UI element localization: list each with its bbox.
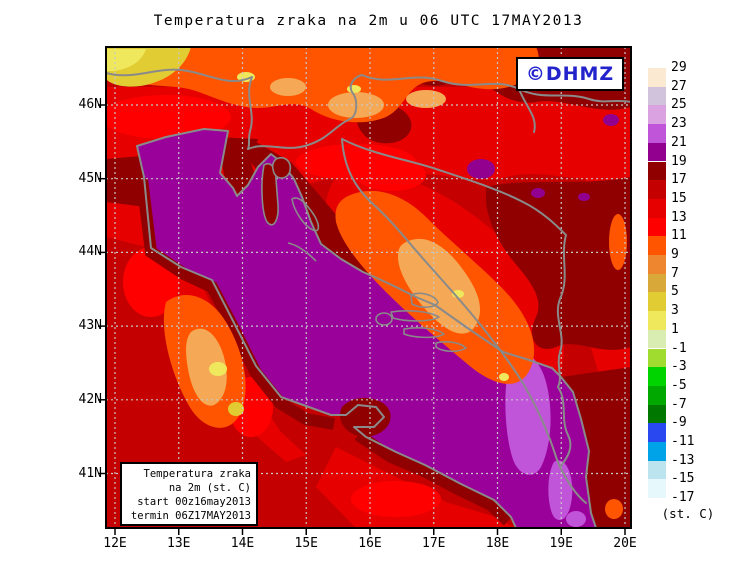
- legend-label-29: 29: [671, 60, 687, 75]
- lon-label-16E: 16E: [358, 536, 382, 551]
- legend-label-5: 5: [671, 284, 679, 300]
- info-line-3: start 00z16may2013: [137, 496, 251, 508]
- legend-swatch-23: [648, 124, 666, 143]
- legend-swatch--7: [648, 404, 666, 424]
- lon-label-20E: 20E: [613, 536, 637, 551]
- legend-label-3: 3: [671, 303, 679, 319]
- legend-swatch-15: [648, 198, 666, 218]
- lon-label-14E: 14E: [230, 536, 255, 551]
- lon-label-19E: 19E: [549, 536, 573, 551]
- lat-label-42N: 42N: [78, 391, 102, 407]
- temperature-map: [98, 46, 632, 535]
- legend-label--17: -17: [671, 490, 695, 506]
- legend-label-15: 15: [671, 190, 687, 206]
- legend-label--15: -15: [671, 471, 695, 487]
- legend-swatch-7: [648, 273, 666, 293]
- legend-label--1: -1: [671, 340, 687, 356]
- legend-label--9: -9: [671, 415, 687, 431]
- coastlines-and-borders: [106, 68, 631, 528]
- legend-label--7: -7: [671, 396, 687, 412]
- lat-label-41N: 41N: [78, 465, 102, 481]
- legend-swatch-21: [648, 142, 666, 162]
- info-line-2: na 2m (st. C): [168, 482, 251, 494]
- info-line-1: Temperatura zraka: [143, 468, 251, 480]
- legend-swatch--1: [648, 348, 666, 368]
- legend-swatch-27: [648, 86, 666, 106]
- color-legend: (st. C) 29 27 25 23 21 19 17 15 13 11 9 7 5 3 1 -1 -3 -5 -…: [648, 0, 740, 582]
- lon-label-18E: 18E: [485, 536, 510, 551]
- legend-label-27: 27: [671, 78, 687, 94]
- legend-label-13: 13: [671, 209, 687, 225]
- legend-label-23: 23: [671, 116, 687, 132]
- legend-swatch-11: [648, 236, 666, 255]
- lat-label-44N: 44N: [78, 244, 102, 260]
- legend-label--11: -11: [671, 434, 695, 449]
- lon-label-15E: 15E: [294, 536, 318, 551]
- page-title: Temperatura zraka na 2m u 06 UTC 17MAY20…: [153, 13, 584, 29]
- legend-swatch--15: [648, 479, 666, 499]
- map-field: [106, 47, 631, 528]
- lon-label-13E: 13E: [167, 536, 191, 551]
- legend-swatch-13: [648, 217, 666, 237]
- lat-label-43N: 43N: [78, 318, 102, 334]
- lat-label-46N: 46N: [78, 97, 102, 112]
- legend-label-1: 1: [671, 321, 679, 337]
- legend-label-11: 11: [671, 228, 687, 244]
- lon-label-17E: 17E: [422, 536, 446, 551]
- lat-label-45N: 45N: [78, 170, 102, 186]
- legend-swatch-19: [648, 161, 666, 181]
- legend-label--13: -13: [671, 452, 695, 468]
- gridlines: [106, 47, 631, 528]
- legend-label-25: 25: [671, 97, 687, 113]
- legend-swatch-9: [648, 255, 666, 274]
- legend-swatch--13: [648, 460, 666, 480]
- legend-label-17: 17: [671, 172, 687, 188]
- legend-label-19: 19: [671, 153, 687, 169]
- legend-swatch-25: [648, 105, 666, 125]
- legend-swatch--11: [648, 442, 666, 461]
- legend-swatch-29: [648, 68, 666, 87]
- legend-unit-label: (st. C): [661, 506, 715, 521]
- legend-swatch--9: [648, 423, 666, 442]
- legend-label-9: 9: [671, 247, 679, 262]
- legend-swatch-5: [648, 292, 666, 312]
- legend-swatch--5: [648, 385, 666, 405]
- info-box: Temperatura zraka na 2m (st. C) start 00…: [120, 462, 258, 526]
- legend-label--3: -3: [671, 359, 687, 375]
- dhmz-logo-box: ©DHMZ: [516, 57, 624, 91]
- legend-swatch-1: [648, 329, 666, 349]
- map-frame: [98, 46, 632, 535]
- legend-swatch-17: [648, 180, 666, 199]
- legend-label--5: -5: [671, 377, 687, 393]
- legend-swatch-3: [648, 311, 666, 330]
- legend-swatch--3: [648, 367, 666, 386]
- dhmz-logo-text: ©DHMZ: [525, 63, 615, 85]
- lon-label-12E: 12E: [103, 536, 127, 551]
- legend-label-21: 21: [671, 134, 687, 150]
- islands: [261, 156, 467, 353]
- legend-label-7: 7: [671, 265, 679, 281]
- info-line-4: termin 06Z17MAY2013: [130, 510, 251, 522]
- axis-ticks: [98, 104, 626, 535]
